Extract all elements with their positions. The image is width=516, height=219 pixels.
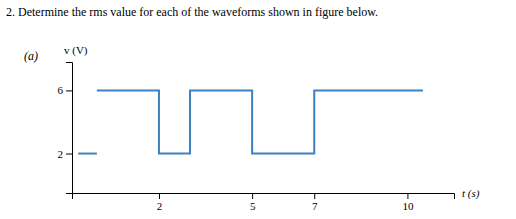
x-tick-label: 10 (402, 200, 414, 212)
subtitle: (a) (24, 49, 38, 63)
x-tick: 10 (402, 193, 414, 212)
y-tick-mark (66, 90, 72, 91)
x-tick: 5 (250, 193, 256, 212)
x-tick-mark (159, 193, 160, 199)
y-axis-line (66, 63, 73, 194)
x-tick: 7 (312, 193, 318, 212)
x-axis-label: t (s) (462, 187, 480, 200)
y-axis: 26 (58, 63, 73, 194)
y-tick-label: 6 (58, 84, 64, 96)
x-axis: 2 5 7 10 (73, 193, 455, 212)
y-tick: 2 (58, 148, 73, 160)
x-tick: 2 (157, 193, 163, 212)
y-tick-mark (66, 154, 72, 155)
lines (78, 90, 423, 153)
title: 2. Determine the rms value for each of t… (6, 5, 378, 19)
x-axis-line (73, 194, 455, 200)
x-tick-mark (314, 193, 315, 199)
x-tick-mark (252, 193, 253, 199)
y-tick-label: 2 (58, 148, 64, 160)
y-axis-label: v (V) (64, 44, 88, 57)
x-tick-mark (407, 193, 408, 199)
chart: 2. Determine the rms value for each of t… (0, 0, 516, 219)
x-tick-label: 2 (157, 200, 163, 212)
y-tick: 6 (58, 84, 73, 96)
plot: 2571026 (58, 63, 455, 212)
x-tick-label: 5 (250, 200, 256, 212)
waveform-line (97, 90, 423, 153)
waveform-line (78, 153, 97, 155)
x-tick-label: 7 (312, 200, 318, 212)
